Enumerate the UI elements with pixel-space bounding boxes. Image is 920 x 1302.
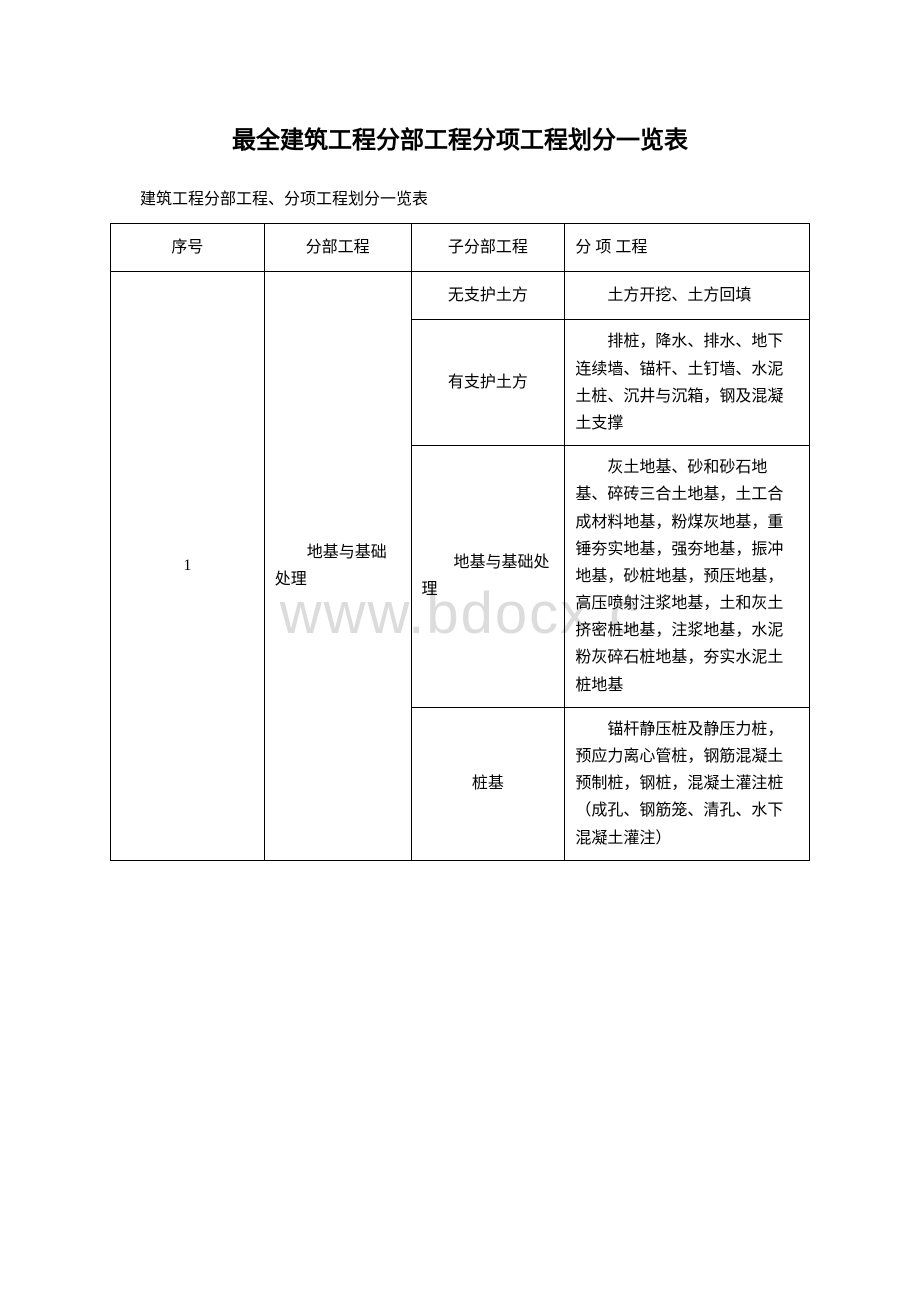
header-items: 分 项 工程 xyxy=(565,224,810,272)
cell-sub-division: 桩基 xyxy=(411,707,565,860)
header-division: 分部工程 xyxy=(264,224,411,272)
cell-sub-division: 无支护土方 xyxy=(411,272,565,320)
cell-sub-division: 地基与基础处理 xyxy=(411,446,565,708)
page-title: 最全建筑工程分部工程分项工程划分一览表 xyxy=(110,120,810,155)
header-seq: 序号 xyxy=(111,224,265,272)
cell-seq: 1 xyxy=(111,272,265,861)
cell-items: 锚杆静压桩及静压力桩，预应力离心管桩，钢筋混凝土预制桩，钢桩，混凝土灌注桩（成孔… xyxy=(565,707,810,860)
cell-items: 土方开挖、土方回填 xyxy=(565,272,810,320)
subtitle-text: 建筑工程分部工程、分项工程划分一览表 xyxy=(140,185,810,209)
table-header-row: 序号 分部工程 子分部工程 分 项 工程 xyxy=(111,224,810,272)
division-table: 序号 分部工程 子分部工程 分 项 工程 1 地基与基础处理 无支护土方 土方开… xyxy=(110,223,810,861)
cell-division: 地基与基础处理 xyxy=(264,272,411,861)
cell-items: 灰土地基、砂和砂石地基、碎砖三合土地基，土工合成材料地基，粉煤灰地基，重锤夯实地… xyxy=(565,446,810,708)
cell-sub-division: 有支护土方 xyxy=(411,320,565,446)
table-row: 1 地基与基础处理 无支护土方 土方开挖、土方回填 xyxy=(111,272,810,320)
cell-items: 排桩，降水、排水、地下连续墙、锚杆、土钉墙、水泥土桩、沉井与沉箱，钢及混凝土支撑 xyxy=(565,320,810,446)
header-sub-division: 子分部工程 xyxy=(411,224,565,272)
